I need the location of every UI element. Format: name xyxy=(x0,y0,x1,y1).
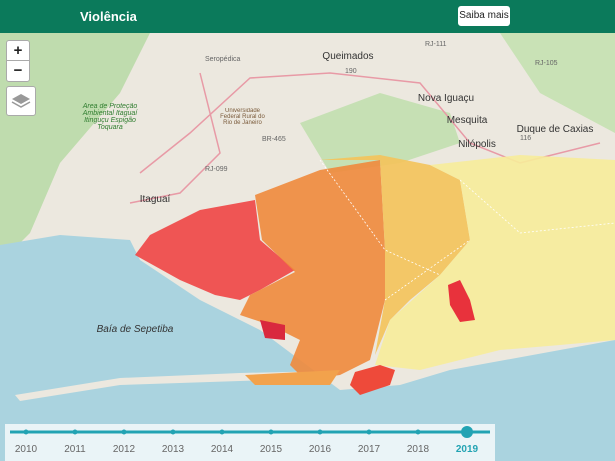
region xyxy=(135,200,295,300)
year-label[interactable]: 2015 xyxy=(260,444,283,455)
univ-label-text: Universidade Federal Rural do Rio de Jan… xyxy=(220,108,265,126)
layers-icon xyxy=(11,94,31,108)
road-label: BR-465 xyxy=(262,136,286,143)
road-label: 116 xyxy=(520,135,531,142)
layers-button[interactable] xyxy=(6,86,36,116)
year-dot[interactable] xyxy=(317,429,323,435)
region xyxy=(448,280,475,322)
region xyxy=(320,155,470,355)
road-label: RJ-105 xyxy=(535,60,558,67)
place-label: Queimados xyxy=(322,51,373,62)
year-dot[interactable] xyxy=(170,429,176,435)
year-dot[interactable] xyxy=(415,429,421,435)
region xyxy=(375,155,615,370)
zoom-in[interactable]: + xyxy=(6,40,30,62)
univ-label: Universidade Federal Rural do Rio de Jan… xyxy=(220,108,265,126)
road-label: RJ-099 xyxy=(205,166,228,173)
road-label: 190 xyxy=(345,68,357,75)
place-label: Nilópolis xyxy=(458,139,496,150)
year-label[interactable]: 2014 xyxy=(211,444,234,455)
sea xyxy=(0,235,615,461)
more-button[interactable]: Saiba mais xyxy=(458,6,510,26)
borders xyxy=(319,159,615,301)
year-dot[interactable] xyxy=(366,429,372,435)
year-dot[interactable] xyxy=(121,429,127,435)
place-label: Seropédica xyxy=(205,56,241,63)
road-label: RJ-111 xyxy=(425,41,447,48)
year-dot[interactable] xyxy=(268,429,274,435)
place-label: Baía de Sepetiba xyxy=(97,324,174,335)
place-label: Mesquita xyxy=(447,115,488,126)
header: Violência Saiba mais xyxy=(0,0,615,33)
year-label[interactable]: 2016 xyxy=(309,444,332,455)
region xyxy=(260,320,285,340)
year-label[interactable]: 2019 xyxy=(456,444,479,455)
title: Violência xyxy=(80,9,137,24)
area-label-text: Área de Proteção Ambiental Itaguaí Iting… xyxy=(82,103,138,131)
year-dot[interactable] xyxy=(219,429,225,435)
place-label: Duque de Caxias xyxy=(517,124,594,135)
year-label[interactable]: 2012 xyxy=(113,444,136,455)
region xyxy=(245,370,340,385)
year-label[interactable]: 2018 xyxy=(407,444,430,455)
year-dot[interactable] xyxy=(23,429,29,435)
road xyxy=(129,72,221,204)
year-label[interactable]: 2017 xyxy=(358,444,381,455)
timeline-track: 2010 2011 2012 2013 2014 2015 2016 2017 2018 2019 xyxy=(10,426,490,455)
place-label: Itaguaí xyxy=(140,194,171,205)
year-dot[interactable] xyxy=(461,426,473,438)
year-label[interactable]: 2013 xyxy=(162,444,185,455)
year-dot[interactable] xyxy=(72,429,78,435)
forest xyxy=(300,93,460,173)
year-label[interactable]: 2011 xyxy=(64,444,86,455)
region xyxy=(350,365,395,395)
area-label: Área de Proteção Ambiental Itaguaí Iting… xyxy=(82,103,138,131)
forest xyxy=(500,33,615,133)
map: Queimados Nova Iguaçu Mesquita Duque de … xyxy=(0,33,615,461)
timeline: 2010 2011 2012 2013 2014 2015 2016 2017 2018 2019 xyxy=(5,424,495,461)
year-label[interactable]: 2010 xyxy=(15,444,38,455)
zoom-out[interactable]: − xyxy=(6,60,30,82)
forest xyxy=(0,33,150,263)
place-label: Nova Iguaçu xyxy=(418,93,474,104)
